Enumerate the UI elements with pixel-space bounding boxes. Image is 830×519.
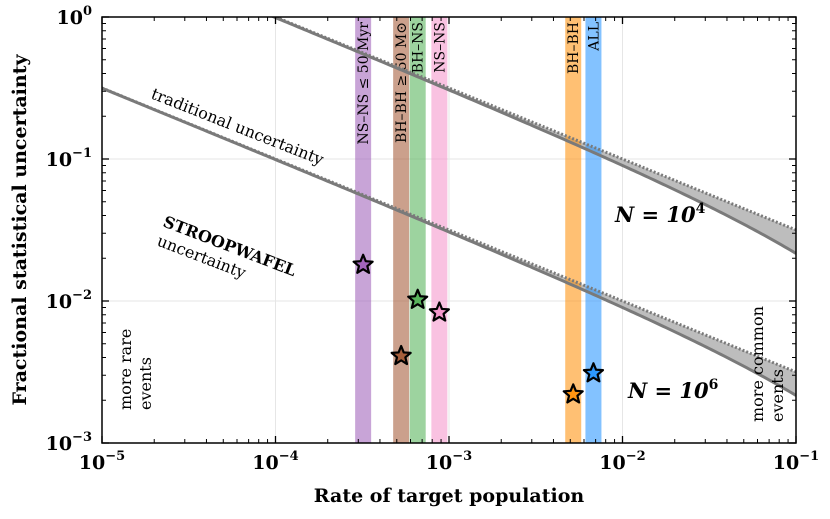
y-tick-label-0: 10−3 (46, 430, 92, 455)
rare-label-1: more rare (116, 329, 135, 410)
rare-label-2: events (136, 357, 155, 410)
traditional-label: traditional uncertainty (149, 84, 327, 169)
star-0 (352, 253, 374, 274)
band-3 (431, 17, 448, 443)
region-label-n4: N = 104 (614, 201, 706, 227)
y-tick-label-2: 10−1 (46, 146, 92, 171)
star-2 (407, 288, 429, 309)
band-label-2: BH–NS (411, 22, 427, 73)
common-label-2: events (768, 369, 787, 422)
common-label-1: more common (748, 306, 767, 422)
stroopwafel-curve-0 (270, 17, 796, 255)
y-tick-label-1: 10−2 (46, 288, 92, 313)
band-2 (409, 17, 426, 443)
band-5 (585, 17, 602, 443)
stroopwafel-curve-1 (102, 86, 796, 397)
y-tick-label-3: 100 (57, 4, 93, 29)
star-4 (562, 383, 584, 404)
band-label-3: NS–NS (432, 22, 448, 73)
axis-ticks: 10−5 10−4 10−3 10−2 10−1 10−3 10−2 10−1 100 (46, 4, 820, 474)
band-label-5: ALL (586, 22, 602, 52)
x-tick-label-0: 10−5 (79, 449, 125, 474)
traditional-curve-0 (271, 17, 796, 232)
x-tick-label-4: 10−1 (773, 449, 819, 474)
band-label-4: BH–BH (566, 22, 582, 74)
region-label-n6: N = 106 (627, 377, 718, 403)
band-1 (393, 17, 410, 443)
x-axis-title: Rate of target population (314, 485, 585, 507)
band-4 (565, 17, 582, 443)
x-tick-label-3: 10−2 (599, 449, 645, 474)
star-1 (390, 344, 412, 366)
x-tick-label-1: 10−4 (252, 449, 298, 474)
uncertainty-curves (102, 17, 796, 397)
star-3 (428, 301, 450, 322)
population-bands: NS–NS ≤ 50 Myr BH–BH ≥ 50 M⊙ BH–NS NS–NS BH–… (355, 17, 602, 443)
band-label-0: NS–NS ≤ 50 Myr (356, 22, 372, 145)
y-axis-title: Fractional statistical uncertainty (9, 54, 31, 406)
x-tick-label-2: 10−3 (426, 449, 472, 474)
band-label-1: BH–BH ≥ 50 M⊙ (394, 22, 410, 143)
star-5 (582, 362, 605, 383)
population-stars (352, 253, 605, 404)
band-0 (355, 17, 372, 443)
